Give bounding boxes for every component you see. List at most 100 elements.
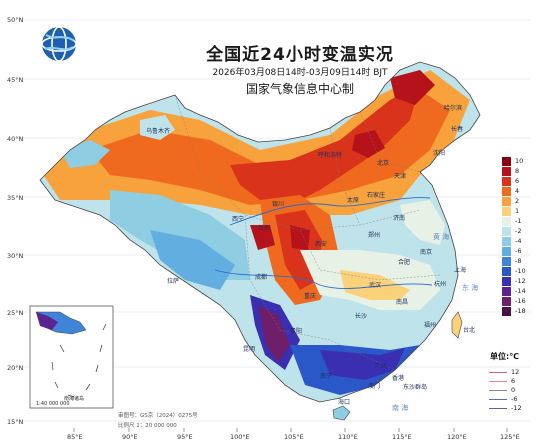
inset-cold-area (36, 312, 58, 330)
lon-label: 120°E (447, 433, 467, 441)
agency-label: 国家气象信息中心制 (245, 82, 354, 96)
unit-label: 单位:℃ (490, 352, 519, 361)
legend-item: -18 (502, 307, 542, 316)
contour-label: 12 (511, 368, 520, 376)
hainan-island (332, 405, 351, 421)
temperature-area (230, 85, 420, 205)
legend-swatch (502, 177, 511, 186)
legend-swatch (502, 227, 511, 236)
scale-note: 比例尺 1：20 000 000 (118, 423, 177, 429)
city-label: 西宁 (232, 216, 245, 223)
contour-label: 0 (511, 386, 516, 394)
city-label: 海口 (338, 399, 351, 406)
legend-label: -18 (515, 307, 526, 315)
legend-item: -10 (502, 267, 542, 276)
sea-label: 南 海 (392, 404, 409, 412)
cma-globe-icon (41, 26, 77, 62)
legend-swatch (502, 307, 511, 316)
lat-label: 25°N (7, 309, 24, 317)
lon-label: 125°E (500, 433, 520, 441)
contour-line-sample (489, 408, 507, 409)
temperature-area (150, 230, 235, 290)
temperature-area (258, 305, 290, 362)
legend-label: -6 (515, 247, 522, 255)
legend-swatch (502, 157, 511, 166)
city-label: 澳门 (368, 383, 381, 390)
city-label: 北京 (377, 160, 390, 167)
lat-label: 30°N (7, 252, 24, 260)
lon-label: 95°E (177, 433, 193, 441)
legend-item: -6 (502, 247, 542, 256)
city-label: 拉萨 (167, 278, 180, 285)
legend-swatch (502, 237, 511, 246)
legend-item: 1 (502, 207, 542, 216)
legend-label: -12 (515, 277, 526, 285)
legend-swatch (502, 257, 511, 266)
legend-swatch (502, 277, 511, 286)
legend-item: 8 (502, 167, 542, 176)
legend-label: -14 (515, 287, 526, 295)
sea-label: 黄 海 (433, 233, 450, 241)
lon-label: 85°E (67, 433, 83, 441)
lat-label: 45°N (7, 76, 24, 84)
lon-label: 105°E (284, 433, 304, 441)
city-label: 昆明 (243, 346, 256, 353)
lon-label: 115°E (392, 433, 412, 441)
contour-label: -12 (511, 404, 522, 412)
legend-label: 8 (515, 167, 520, 175)
legend-swatch (502, 167, 511, 176)
city-label: 合肥 (398, 259, 411, 266)
legend-swatch (502, 207, 511, 216)
legend-item: -4 (502, 237, 542, 246)
legend-swatch (502, 297, 511, 306)
map-number: 审图号：GS京（2024）0275号 (118, 413, 198, 419)
china-outline (39, 61, 481, 403)
lat-label: 35°N (7, 194, 24, 202)
lat-label: 40°N (7, 135, 24, 143)
city-label: 南宁 (320, 373, 333, 380)
city-label: 银川 (272, 201, 285, 208)
sea-label: 东 海 (462, 284, 479, 292)
lat-label: 20°N (7, 364, 24, 372)
legend-item: -2 (502, 227, 542, 236)
legend-swatch (502, 217, 511, 226)
city-label: 香港 (392, 375, 405, 382)
temperature-area (320, 348, 405, 380)
legend-item: 2 (502, 197, 542, 206)
contour-label: -6 (511, 395, 518, 403)
lat-label: 15°N (7, 418, 24, 426)
legend-label: -1 (515, 217, 522, 225)
nine-dash-line (51, 323, 107, 398)
city-label: 长沙 (355, 313, 368, 320)
inset-label: 南海诸岛 (64, 396, 85, 402)
lon-ticks (73, 428, 508, 432)
contour-item: 6 (489, 377, 541, 386)
legend-swatch (502, 247, 511, 256)
legend-label: -4 (515, 237, 522, 245)
legend-label: 4 (515, 187, 520, 195)
legend-item: 6 (502, 177, 542, 186)
city-label: 石家庄 (367, 192, 386, 199)
city-label: 广州 (375, 363, 388, 370)
legend-swatch (502, 187, 511, 196)
city-label: 天津 (394, 173, 407, 180)
legend-swatch (502, 287, 511, 296)
city-label: 兰州 (258, 225, 271, 232)
legend-item: -14 (502, 287, 542, 296)
contour-line-sample (489, 372, 507, 373)
contour-label: 6 (511, 377, 516, 385)
city-label: 哈尔滨 (444, 105, 463, 112)
legend-item: 10 (502, 157, 542, 166)
legend-label: 6 (515, 177, 520, 185)
time-range: 2026年03月08日14时-03月09日14时 BJT (212, 68, 388, 78)
legend-label: 1 (515, 207, 520, 215)
city-label: 南昌 (396, 299, 409, 306)
contour-item: 0 (489, 386, 541, 395)
city-label: 福州 (424, 322, 437, 329)
city-label: 南京 (420, 249, 433, 256)
city-label: 郑州 (368, 232, 381, 239)
temperature-area (250, 225, 275, 250)
city-label: 沈阳 (433, 150, 446, 157)
